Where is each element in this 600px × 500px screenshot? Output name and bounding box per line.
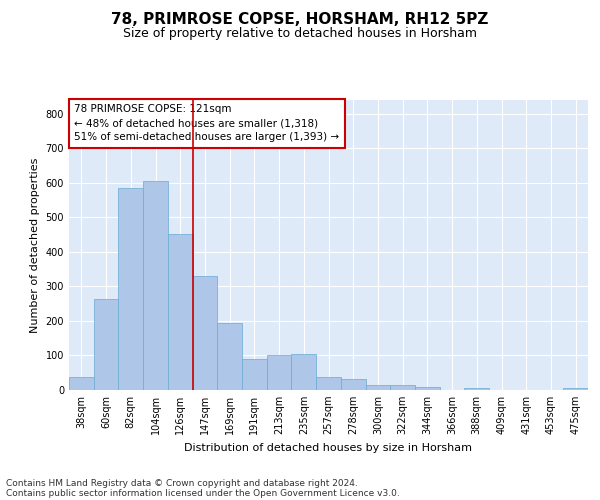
X-axis label: Distribution of detached houses by size in Horsham: Distribution of detached houses by size … — [185, 442, 473, 452]
Bar — [390, 385, 415, 390]
Bar — [365, 385, 390, 390]
Bar — [267, 356, 292, 390]
Bar — [69, 377, 94, 390]
Bar — [94, 298, 118, 390]
Bar — [464, 388, 489, 390]
Text: 78, PRIMROSE COPSE, HORSHAM, RH12 5PZ: 78, PRIMROSE COPSE, HORSHAM, RH12 5PZ — [112, 12, 488, 28]
Bar — [341, 378, 365, 390]
Bar — [242, 359, 267, 390]
Bar — [415, 386, 440, 390]
Bar — [563, 388, 588, 390]
Bar — [118, 188, 143, 390]
Bar — [168, 234, 193, 390]
Text: Size of property relative to detached houses in Horsham: Size of property relative to detached ho… — [123, 28, 477, 40]
Text: Contains public sector information licensed under the Open Government Licence v3: Contains public sector information licen… — [6, 488, 400, 498]
Text: 78 PRIMROSE COPSE: 121sqm
← 48% of detached houses are smaller (1,318)
51% of se: 78 PRIMROSE COPSE: 121sqm ← 48% of detac… — [74, 104, 340, 142]
Bar — [217, 322, 242, 390]
Bar — [316, 377, 341, 390]
Bar — [193, 276, 217, 390]
Bar — [292, 354, 316, 390]
Text: Contains HM Land Registry data © Crown copyright and database right 2024.: Contains HM Land Registry data © Crown c… — [6, 478, 358, 488]
Bar — [143, 181, 168, 390]
Y-axis label: Number of detached properties: Number of detached properties — [30, 158, 40, 332]
